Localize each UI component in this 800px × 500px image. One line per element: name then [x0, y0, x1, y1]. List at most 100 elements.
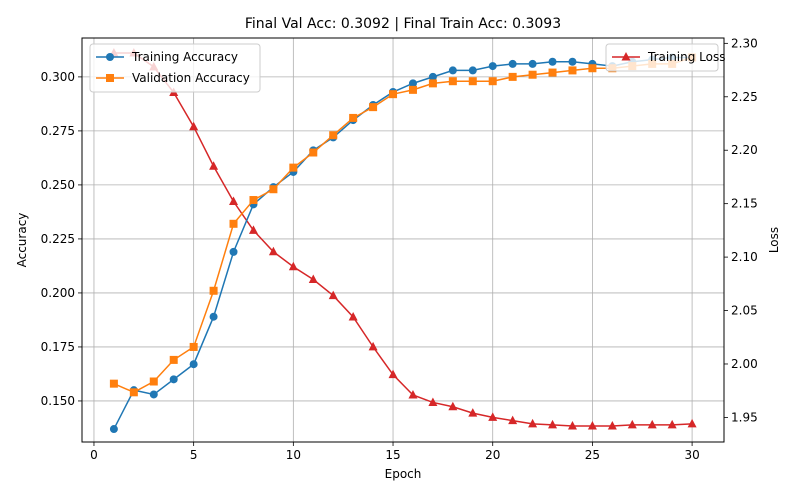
data-point — [408, 79, 417, 88]
data-point — [627, 419, 637, 429]
data-point — [567, 420, 577, 430]
data-point — [528, 70, 537, 79]
data-point — [269, 185, 278, 194]
y-right-tick-label: 2.25 — [731, 90, 758, 104]
x-tick-label: 25 — [585, 448, 600, 462]
axes: 0 5 10 15 20 25 30 0.150 0.175 0.200 0.225 0.250 0.2… — [41, 36, 758, 462]
y-right-tick-label: 2.30 — [731, 36, 758, 50]
legend-box — [605, 43, 719, 72]
data-point — [369, 103, 378, 112]
legend-label: Validation Accuracy — [132, 71, 250, 85]
data-point — [488, 412, 498, 421]
legend-marker — [106, 53, 114, 61]
y-right-tick-label: 2.00 — [731, 357, 758, 371]
data-point — [528, 418, 538, 428]
data-point — [109, 425, 118, 434]
data-point — [667, 419, 677, 429]
x-tick-label: 20 — [485, 448, 500, 462]
series-layer — [109, 47, 697, 434]
legend-loss: Training Loss — [605, 43, 725, 72]
chart-title: Final Val Acc: 0.3092 | Final Train Acc:… — [245, 16, 561, 32]
x-tick-label: 10 — [286, 448, 301, 462]
data-point — [229, 219, 238, 228]
data-point — [448, 77, 457, 86]
legend-marker — [621, 52, 631, 61]
data-point — [129, 388, 138, 397]
data-point — [508, 59, 517, 68]
legend-marker — [106, 74, 114, 82]
data-point — [428, 79, 437, 88]
data-point — [308, 274, 318, 284]
data-point — [488, 77, 497, 86]
x-tick-label: 0 — [90, 448, 98, 462]
y-left-tick-label: 0.175 — [41, 340, 75, 354]
data-point — [468, 77, 477, 86]
data-point — [428, 72, 437, 81]
data-point — [229, 247, 238, 256]
data-point — [587, 420, 597, 430]
plot-frame — [81, 37, 725, 443]
data-point — [568, 66, 577, 75]
data-point — [548, 419, 558, 429]
data-point — [149, 377, 158, 386]
data-point — [169, 355, 178, 364]
data-point — [209, 312, 218, 321]
data-point — [368, 341, 378, 351]
y-right-tick-label: 1.95 — [731, 410, 758, 424]
data-point — [349, 113, 358, 122]
legend-item: Validation Accuracy — [96, 71, 250, 85]
data-point — [388, 369, 398, 379]
data-point — [647, 419, 657, 429]
y-axis-right-label: Loss — [767, 227, 781, 253]
data-point — [309, 148, 318, 157]
legend-label: Training Accuracy — [131, 50, 238, 64]
data-point — [468, 408, 478, 417]
data-point — [229, 196, 239, 206]
y-left-tick-label: 0.300 — [41, 70, 75, 84]
data-point — [548, 57, 557, 66]
y-axis-left-label: Accuracy — [15, 213, 29, 268]
legend-label: Training Loss — [647, 50, 725, 64]
series-training-loss — [109, 47, 697, 430]
data-point — [588, 64, 597, 73]
y-left-tick-label: 0.200 — [41, 286, 75, 300]
y-right-tick-label: 2.20 — [731, 143, 758, 157]
series-line — [113, 52, 693, 427]
data-point — [109, 379, 118, 388]
data-point — [408, 85, 417, 94]
data-point — [189, 342, 198, 351]
legend-item: Training Accuracy — [96, 50, 238, 64]
data-point — [448, 401, 458, 411]
y-right-tick-label: 2.10 — [731, 250, 758, 264]
legend-item: Training Loss — [612, 50, 725, 64]
x-tick-label: 5 — [190, 448, 198, 462]
data-point — [348, 311, 358, 321]
data-point — [209, 286, 218, 295]
data-point — [607, 420, 617, 430]
data-point — [249, 196, 258, 205]
data-point — [389, 90, 398, 99]
data-point — [488, 62, 497, 71]
data-point — [508, 415, 518, 425]
data-point — [528, 59, 537, 68]
data-point — [248, 225, 258, 234]
y-left-tick-label: 0.275 — [41, 124, 75, 138]
data-point — [289, 163, 298, 172]
y-right-tick-label: 2.15 — [731, 197, 758, 211]
data-point — [328, 290, 338, 300]
data-point — [149, 390, 158, 399]
data-point — [288, 261, 298, 271]
data-point — [568, 57, 577, 66]
grid — [82, 38, 724, 442]
x-axis-label: Epoch — [385, 467, 422, 481]
data-point — [687, 418, 697, 428]
data-point — [189, 360, 198, 369]
y-left-tick-label: 0.150 — [41, 394, 75, 408]
y-left-tick-label: 0.250 — [41, 178, 75, 192]
x-tick-label: 30 — [684, 448, 699, 462]
data-point — [189, 121, 199, 131]
data-point — [468, 66, 477, 75]
data-point — [508, 72, 517, 81]
